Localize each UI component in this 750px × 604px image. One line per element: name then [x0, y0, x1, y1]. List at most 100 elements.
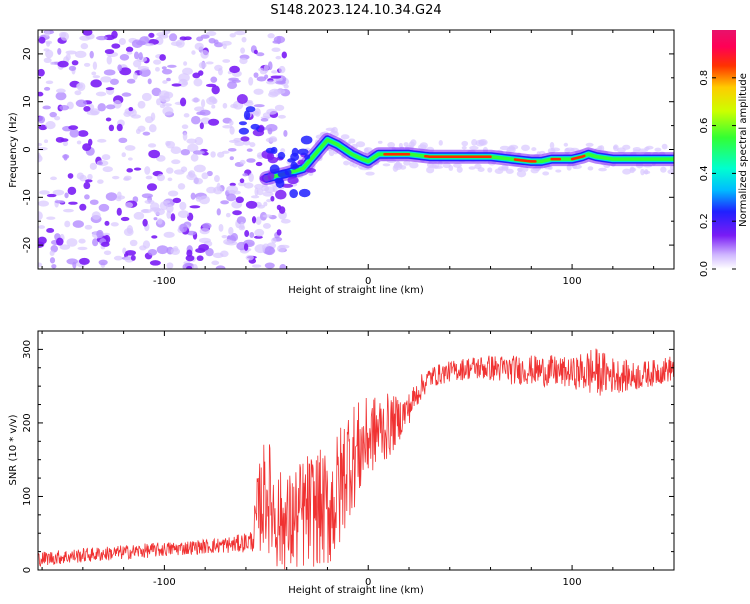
noise-blob [181, 81, 188, 86]
noise-blob [54, 116, 61, 121]
noise-blob [83, 62, 91, 67]
noise-blob [97, 103, 106, 112]
halo-blob [622, 168, 632, 175]
transition-blob [274, 177, 284, 184]
noise-blob [105, 192, 118, 201]
noise-blob [49, 250, 55, 256]
noise-blob [281, 51, 287, 59]
noise-blob [161, 68, 173, 75]
halo-blob [438, 140, 443, 146]
noise-blob [91, 71, 97, 76]
noise-blob [191, 263, 198, 269]
halo-blob [644, 168, 649, 175]
noise-blob [78, 238, 86, 244]
noise-blob [124, 145, 136, 151]
halo-blob [501, 166, 509, 170]
colorbar-label: Normalized spectral amplitude [738, 73, 749, 227]
noise-blob [253, 49, 258, 55]
noise-blob [131, 39, 143, 48]
noise-blob [124, 202, 134, 208]
noise-blob [120, 216, 130, 222]
noise-blob [102, 232, 111, 236]
noise-blob [62, 208, 74, 213]
noise-blob [96, 229, 104, 239]
noise-blob [126, 225, 134, 234]
noise-blob [167, 64, 177, 68]
snr-plot-area [38, 348, 674, 570]
noise-blob [189, 205, 201, 209]
noise-blob [101, 154, 111, 161]
noise-blob [76, 140, 82, 145]
halo-blob [660, 166, 667, 173]
noise-blob [139, 68, 151, 77]
noise-blob [64, 220, 71, 228]
noise-blob [186, 138, 197, 144]
noise-blob [142, 240, 151, 249]
x-tick-label: 0 [365, 276, 371, 287]
noise-blob [59, 244, 71, 250]
noise-blob [144, 43, 155, 47]
noise-blob [78, 257, 90, 265]
noise-blob [46, 227, 55, 233]
noise-blob [194, 106, 205, 112]
halo-blob [654, 147, 662, 152]
noise-blob [147, 143, 157, 148]
colorbar-tick-label: 0.2 [699, 213, 710, 229]
noise-blob [80, 43, 89, 50]
transition-blob [304, 154, 311, 160]
noise-blob [200, 34, 210, 39]
noise-blob [105, 117, 112, 122]
noise-blob [38, 225, 46, 229]
noise-blob [253, 88, 264, 95]
noise-blob [84, 224, 93, 230]
noise-blob [130, 114, 142, 119]
noise-blob [109, 78, 119, 85]
noise-blob [49, 257, 56, 264]
noise-blob [274, 104, 285, 111]
noise-blob [165, 140, 171, 146]
x-tick-label: 100 [563, 276, 582, 287]
halo-blob [550, 147, 561, 152]
halo-blob [632, 147, 641, 152]
noise-blob [38, 200, 49, 207]
x-tick-label: -100 [153, 577, 176, 588]
colorbar-tick-label: 0.8 [699, 70, 710, 86]
halo-blob [530, 167, 539, 174]
noise-blob [150, 112, 156, 121]
noise-blob [91, 211, 101, 220]
noise-blob [69, 129, 80, 138]
halo-blob [531, 147, 537, 152]
noise-blob [255, 216, 262, 225]
noise-blob [192, 150, 205, 155]
noise-blob [190, 153, 199, 162]
transition-blob [250, 123, 260, 130]
noise-blob [220, 200, 229, 205]
noise-blob [68, 65, 77, 71]
noise-blob [38, 142, 43, 147]
noise-blob [44, 30, 51, 37]
spectrogram-x-axis-label: Height of straight line (km) [288, 285, 424, 296]
halo-blob [468, 166, 476, 170]
noise-blob [200, 117, 211, 125]
noise-blob [223, 239, 232, 245]
noise-blob [266, 199, 272, 203]
noise-blob [180, 149, 191, 156]
halo-blob [343, 160, 350, 166]
noise-blob [182, 132, 188, 141]
noise-blob [155, 67, 160, 72]
transition-blob [245, 106, 256, 113]
noise-blob [128, 106, 134, 112]
halo-blob [542, 171, 550, 176]
noise-blob [148, 124, 157, 133]
x-tick-label: 0 [365, 577, 371, 588]
noise-blob [271, 70, 278, 74]
noise-blob [92, 238, 99, 247]
noise-blob [83, 181, 91, 190]
noise-blob [127, 157, 133, 161]
noise-blob [202, 222, 212, 229]
noise-blob [97, 179, 104, 184]
noise-blob [132, 59, 142, 68]
noise-blob [111, 43, 121, 49]
halo-blob [508, 144, 519, 150]
noise-blob [132, 72, 138, 80]
